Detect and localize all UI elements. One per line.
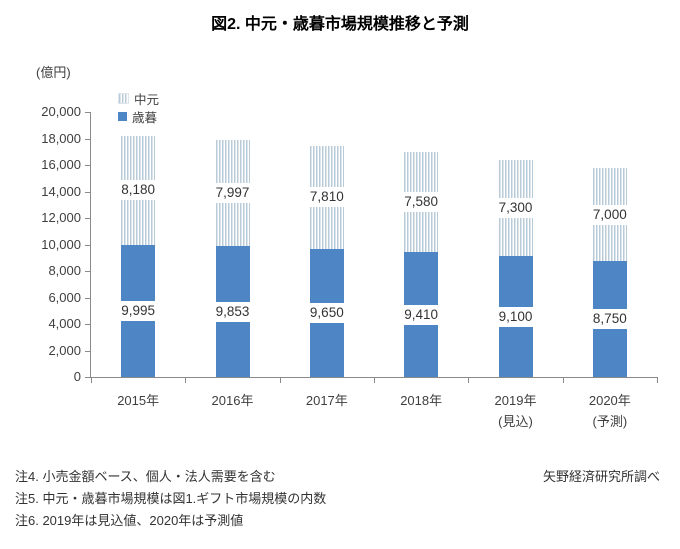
footnote-line: 注4. 小売金額ベース、個人・法人需要を含む bbox=[15, 469, 276, 484]
x-category-year: 2020年 bbox=[588, 393, 631, 408]
x-axis-tick bbox=[279, 377, 281, 383]
bar-value-label-chugen: 8,180 bbox=[104, 180, 173, 201]
bar-value-label-chugen: 7,997 bbox=[198, 183, 267, 204]
y-axis-tick-label: 0 bbox=[73, 369, 81, 384]
x-category-year: 2019年 bbox=[494, 393, 537, 408]
x-axis-tick bbox=[562, 377, 564, 383]
bar-value-label-saibo: 9,650 bbox=[292, 303, 361, 324]
bar-value-label-saibo: 9,995 bbox=[104, 300, 173, 321]
bar-value-label-chugen: 7,300 bbox=[481, 198, 550, 219]
y-axis-tick bbox=[85, 112, 91, 113]
x-category-qualifier: (予測) bbox=[592, 414, 628, 429]
source-credit: 矢野経済研究所調べ bbox=[542, 469, 660, 484]
y-axis-tick-label: 2,000 bbox=[48, 342, 81, 358]
legend-label-chugen: 中元 bbox=[134, 93, 160, 107]
y-axis-tick-label: 18,000 bbox=[41, 130, 81, 146]
legend-swatch-chugen-icon bbox=[118, 93, 129, 104]
legend: 中元 歳暮 bbox=[118, 91, 159, 127]
bar-value-label-saibo: 9,100 bbox=[481, 306, 550, 327]
legend-item-chugen: 中元 bbox=[118, 91, 160, 107]
y-axis-tick bbox=[85, 165, 91, 166]
y-axis-tick bbox=[85, 244, 91, 246]
y-axis-tick bbox=[85, 138, 91, 140]
x-axis-category-label: 2015年 bbox=[91, 390, 185, 411]
y-axis-tick-label: 14,000 bbox=[41, 183, 81, 199]
y-axis-tick-label: 4,000 bbox=[48, 316, 81, 331]
x-category-year: 2016年 bbox=[211, 393, 254, 408]
bar-value-label-saibo: 8,750 bbox=[575, 309, 644, 330]
x-category-qualifier: (見込) bbox=[498, 414, 533, 429]
footnote-line: 注5. 中元・歳暮市場規模は図1.ギフト市場規模の内数 bbox=[15, 491, 327, 506]
bar-value-label-chugen: 7,000 bbox=[575, 204, 644, 225]
bar-value-label-chugen: 7,810 bbox=[292, 187, 361, 208]
y-axis-tick bbox=[85, 324, 91, 325]
y-axis-tick-label: 6,000 bbox=[48, 289, 81, 305]
chart-title: 図2. 中元・歳暮市場規模推移と予測 bbox=[211, 16, 469, 33]
plot-area: 0 2,000 4,000 6,000 8,000 10,000 12,000 14,000 1… bbox=[41, 104, 658, 429]
y-axis-tick bbox=[85, 191, 91, 193]
legend-swatch-saibo-icon bbox=[118, 112, 127, 121]
legend-item-saibo: 歳暮 bbox=[118, 109, 159, 125]
y-axis-tick-label: 20,000 bbox=[41, 104, 81, 119]
footnotes: 注4. 小売金額ベース、個人・法人需要を含む 注5. 中元・歳暮市場規模は図1.… bbox=[15, 466, 326, 532]
y-axis-tick-label: 10,000 bbox=[41, 236, 81, 252]
y-axis-tick bbox=[85, 271, 91, 272]
y-axis-tick bbox=[85, 297, 91, 299]
x-axis-tick bbox=[657, 377, 658, 383]
y-axis-tick bbox=[85, 350, 91, 352]
y-axis-unit-label: (億円) bbox=[36, 65, 71, 80]
x-axis-category-label: 2019年 (見込) bbox=[468, 390, 562, 432]
x-category-year: 2018年 bbox=[400, 393, 443, 408]
y-axis-tick bbox=[85, 218, 91, 219]
y-axis-tick-label: 16,000 bbox=[41, 157, 81, 172]
x-axis-category-label: 2020年 (予測) bbox=[563, 390, 657, 432]
bar-value-label-chugen: 7,580 bbox=[387, 192, 456, 213]
x-category-year: 2017年 bbox=[305, 393, 348, 408]
y-axis-tick bbox=[85, 377, 91, 378]
y-axis-tick-label: 12,000 bbox=[41, 210, 81, 225]
x-axis-tick bbox=[185, 377, 187, 383]
bar-value-label-saibo: 9,410 bbox=[387, 304, 456, 325]
x-axis-category-label: 2018年 bbox=[374, 390, 468, 411]
x-category-year: 2015年 bbox=[117, 393, 160, 408]
y-axis-tick-label: 8,000 bbox=[48, 263, 81, 278]
x-axis-tick bbox=[374, 377, 375, 383]
legend-label-saibo: 歳暮 bbox=[132, 111, 158, 125]
x-axis-category-label: 2017年 bbox=[280, 390, 374, 411]
x-axis-tick bbox=[468, 377, 470, 383]
x-axis-tick bbox=[91, 377, 92, 383]
x-axis-category-label: 2016年 bbox=[185, 390, 279, 411]
footnote-line: 注6. 2019年は見込値、2020年は予測値 bbox=[15, 513, 244, 528]
bar-value-label-saibo: 9,853 bbox=[198, 301, 267, 322]
